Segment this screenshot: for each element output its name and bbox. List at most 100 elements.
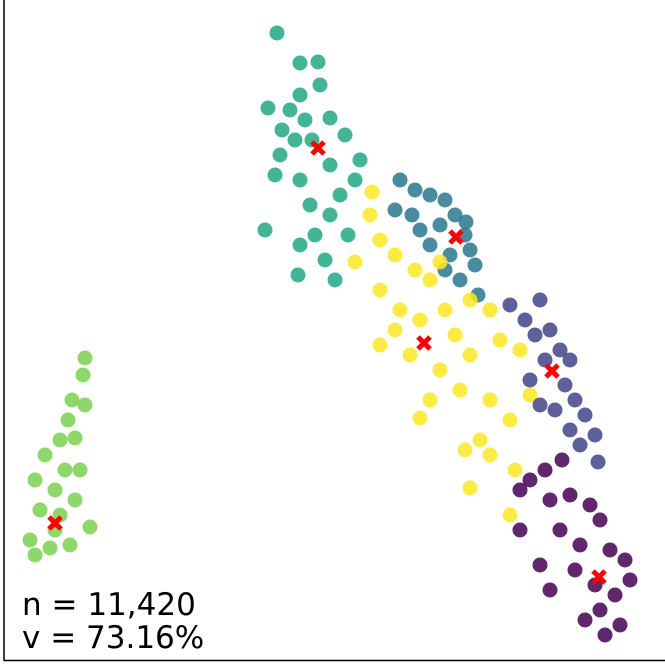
point [282, 102, 298, 118]
point [437, 192, 453, 208]
centroid [591, 569, 607, 585]
point [77, 397, 93, 413]
point [57, 462, 73, 478]
point [612, 617, 628, 633]
point [347, 254, 363, 270]
point [554, 452, 570, 468]
point [567, 392, 583, 408]
point [310, 54, 326, 70]
point [622, 572, 638, 588]
point [297, 112, 313, 128]
point [52, 432, 68, 448]
point [602, 542, 618, 558]
point [532, 292, 548, 308]
point [462, 292, 478, 308]
point [392, 172, 408, 188]
point [37, 447, 53, 463]
point [542, 582, 558, 598]
point [562, 352, 578, 368]
point [572, 537, 588, 553]
point [372, 232, 388, 248]
point [532, 397, 548, 413]
point [387, 247, 403, 263]
point [532, 557, 548, 573]
point [327, 272, 343, 288]
point [590, 454, 606, 470]
point [542, 322, 558, 338]
point [447, 207, 463, 223]
point [274, 122, 290, 138]
point [77, 350, 93, 366]
point [387, 202, 403, 218]
point [522, 387, 538, 403]
point [507, 462, 523, 478]
point [60, 412, 76, 428]
point [292, 237, 308, 253]
point [482, 447, 498, 463]
point [552, 342, 568, 358]
centroid [416, 335, 432, 351]
point [542, 492, 558, 508]
point [492, 332, 508, 348]
point [340, 227, 356, 243]
point [557, 377, 573, 393]
centroid [47, 515, 63, 531]
point [462, 242, 478, 258]
point [422, 392, 438, 408]
point [512, 482, 528, 498]
point [422, 272, 438, 288]
point [82, 519, 98, 535]
centroid [448, 229, 464, 245]
point [597, 627, 613, 643]
point [392, 302, 408, 318]
centroid [544, 363, 560, 379]
point [302, 197, 318, 213]
point [75, 367, 91, 383]
point [517, 312, 533, 328]
point [537, 352, 553, 368]
plot-area [22, 25, 638, 643]
point [617, 552, 633, 568]
point [407, 182, 423, 198]
point [467, 257, 483, 273]
point [422, 187, 438, 203]
point [64, 392, 80, 408]
point [322, 110, 338, 126]
point [404, 207, 420, 223]
point [27, 547, 43, 563]
point [347, 172, 363, 188]
point [592, 512, 608, 528]
point [522, 372, 538, 388]
point [607, 587, 623, 603]
point [432, 362, 448, 378]
point [562, 487, 578, 503]
point [47, 482, 63, 498]
point [447, 327, 463, 343]
point [322, 207, 338, 223]
point [62, 537, 78, 553]
point [332, 187, 348, 203]
point [437, 302, 453, 318]
point [290, 267, 306, 283]
centroid [310, 140, 326, 156]
point [462, 347, 478, 363]
point [562, 422, 578, 438]
point [522, 472, 538, 488]
point [267, 167, 283, 183]
point [412, 222, 428, 238]
point [482, 392, 498, 408]
point [482, 302, 498, 318]
point [577, 612, 593, 628]
point [457, 442, 473, 458]
point [472, 432, 488, 448]
annotation: v = 73.16% [22, 620, 204, 656]
point [462, 480, 478, 496]
point [27, 472, 43, 488]
point [458, 214, 474, 230]
point [387, 322, 403, 338]
point [432, 254, 448, 270]
point [512, 522, 528, 538]
point [292, 172, 308, 188]
point [372, 337, 388, 353]
